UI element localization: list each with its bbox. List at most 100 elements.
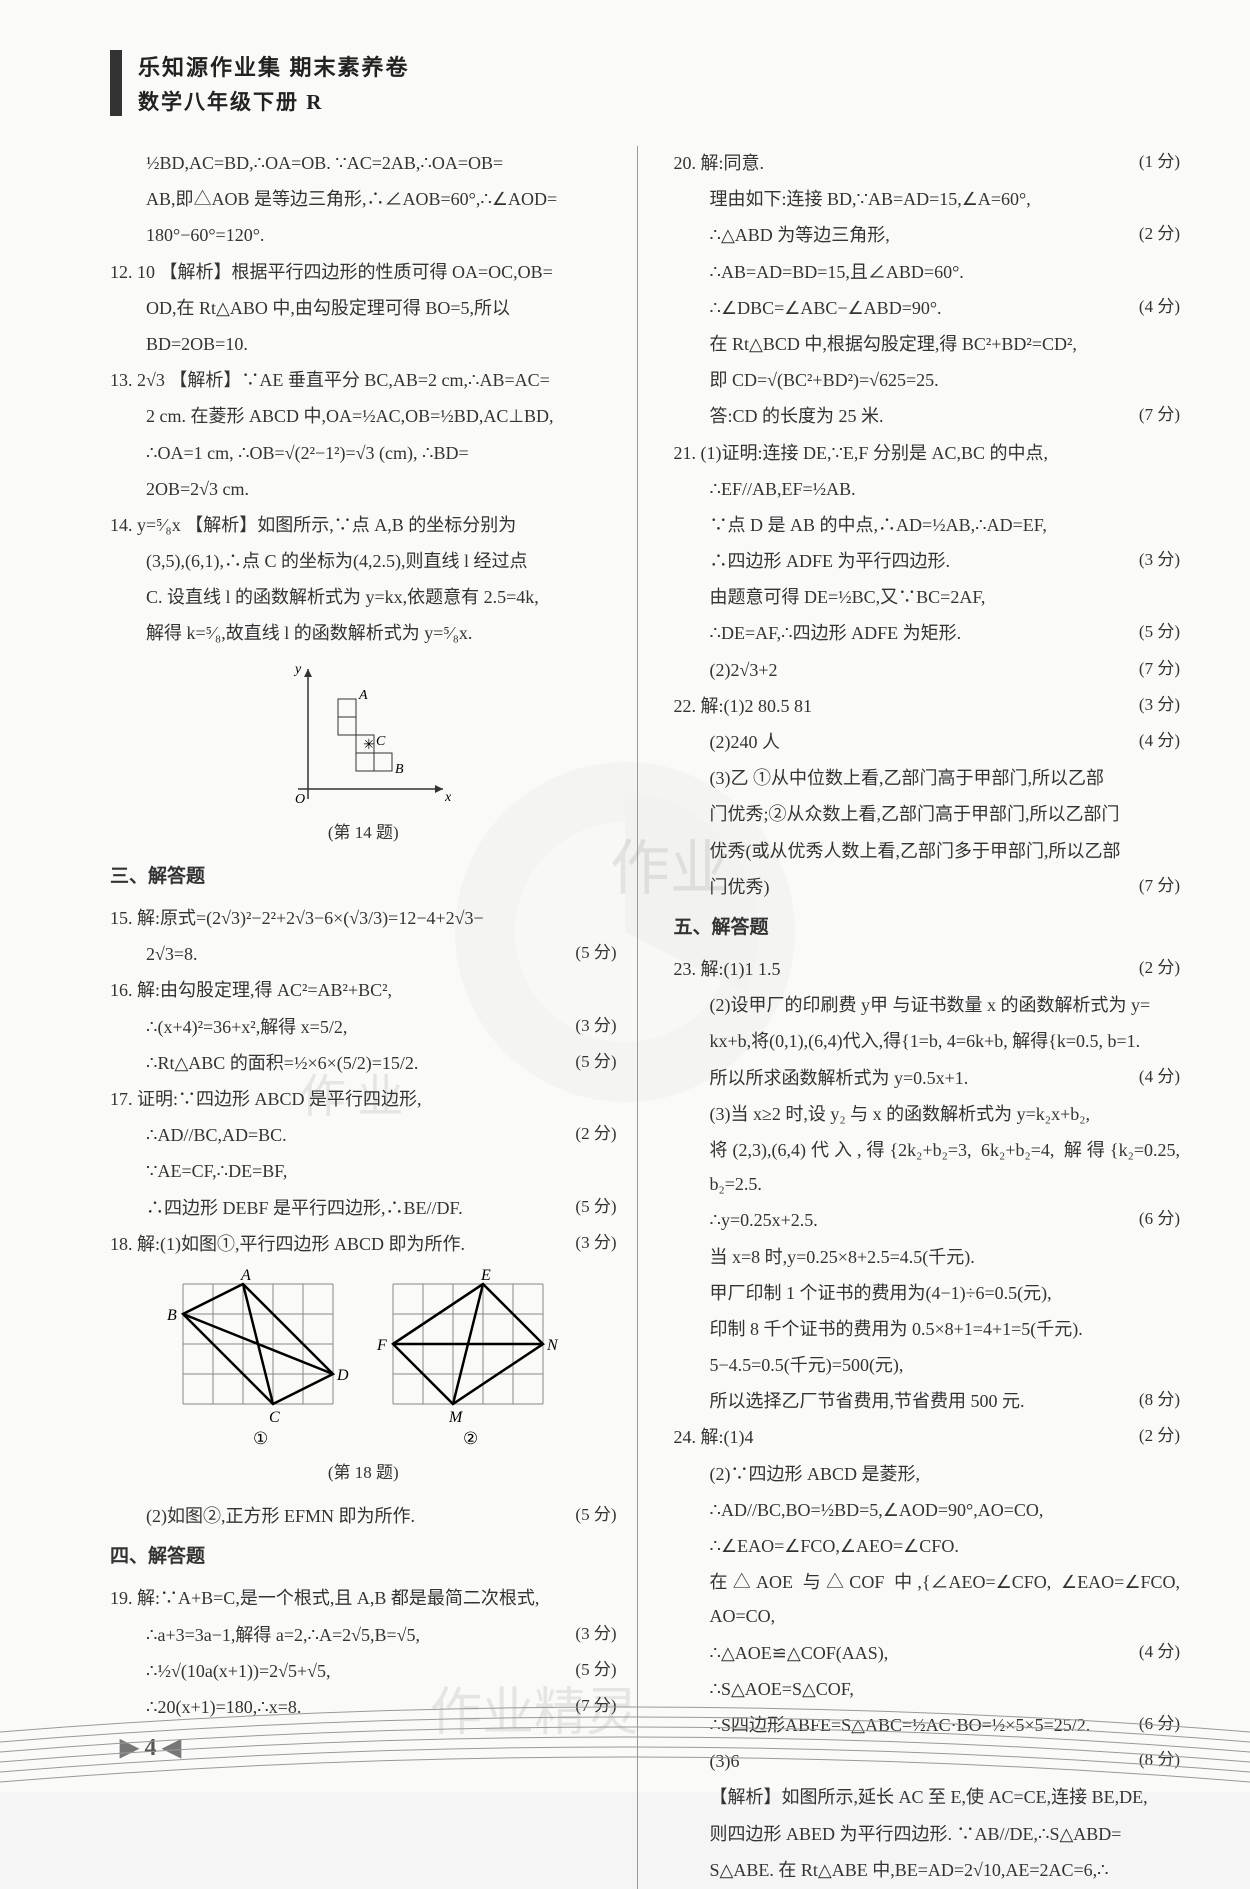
text-line: ∴OA=1 cm, ∴OB=√(2²−1²)=√3 (cm), ∴BD= — [110, 436, 617, 470]
q20-line: 20. 解:同意.(1 分) — [674, 146, 1181, 180]
header-subtitle: 数学八年级下册 R — [138, 86, 1180, 116]
text-line: (2)如图②,正方形 EFMN 即为所作.(5 分) — [110, 1499, 617, 1533]
score: (4 分) — [1139, 725, 1180, 757]
q19-line: 19. 解:∵A+B=C,是一个根式,且 A,B 都是最简二次根式, — [110, 1581, 617, 1615]
text-line: ∴△ABD 为等边三角形,(2 分) — [674, 218, 1181, 252]
score: (2 分) — [1139, 952, 1180, 984]
text-line: 180°−60°=120°. — [110, 218, 617, 252]
text-line: ½BD,AC=BD,∴OA=OB. ∵AC=2AB,∴OA=OB= — [110, 146, 617, 180]
text-line: 优秀(或从优秀人数上看,乙部门多于甲部门,所以乙部 — [674, 834, 1181, 868]
text-line: 在 Rt△BCD 中,根据勾股定理,得 BC²+BD²=CD², — [674, 327, 1181, 361]
q19d-text: ∴20(x+1)=180,∴x=8. — [146, 1697, 301, 1717]
q17b-text: ∴AD//BC,AD=BC. — [146, 1125, 287, 1145]
text-line: ∴∠DBC=∠ABC−∠ABD=90°.(4 分) — [674, 291, 1181, 325]
score: (4 分) — [1139, 1636, 1180, 1668]
text-line: 所以所求函数解析式为 y=0.5x+1. (4 分) — [674, 1061, 1181, 1095]
score: (3 分) — [1139, 689, 1180, 721]
fig18-caption: (第 18 题) — [110, 1457, 617, 1489]
score: (4 分) — [1139, 1061, 1180, 1093]
text-line: 门优秀;②从众数上看,乙部门高于甲部门,所以乙部门 — [674, 797, 1181, 831]
fig14-caption: (第 14 题) — [110, 817, 617, 849]
score: (7 分) — [1139, 653, 1180, 685]
score: (4 分) — [1139, 291, 1180, 323]
text-line: 则四边形 ABED 为平行四边形. ∵AB//DE,∴S△ABD= — [674, 1817, 1181, 1851]
svg-text:A: A — [240, 1269, 251, 1284]
text-line: BD=2OB=10. — [110, 327, 617, 361]
text-line: ∴△AOE≌△COF(AAS),(4 分) — [674, 1636, 1181, 1670]
q14-line: 14. y=⁵⁄₈x 【解析】如图所示,∵点 A,B 的坐标分别为 — [110, 508, 617, 542]
svg-text:N: N — [546, 1337, 559, 1354]
right-column: 20. 解:同意.(1 分) 理由如下:连接 BD,∵AB=AD=15,∠A=6… — [668, 146, 1181, 1889]
q23d-text: 所以所求函数解析式为 y=0.5x+1. — [710, 1068, 969, 1088]
svg-text:M: M — [448, 1409, 464, 1426]
q22-line: 22. 解:(1)2 80.5 81 (3 分) — [674, 689, 1181, 723]
text-line: ∴½√(10a(x+1))=2√5+√5, (5 分) — [110, 1654, 617, 1688]
text-line: (2)240 人 (4 分) — [674, 725, 1181, 759]
score: (6 分) — [1139, 1708, 1180, 1740]
text-line: (3)6(8 分) — [674, 1744, 1181, 1778]
svg-text:O: O — [295, 792, 305, 807]
text-line: 门优秀)(7 分) — [674, 870, 1181, 904]
q21-line: 21. (1)证明:连接 DE,∵E,F 分别是 AC,BC 的中点, — [674, 436, 1181, 470]
q18a-text: 18. 解:(1)如图①,平行四边形 ABCD 即为所作. — [110, 1234, 465, 1254]
score: (7 分) — [575, 1690, 616, 1722]
q24a-text: 24. 解:(1)4 — [674, 1427, 754, 1447]
text-line: ∴DE=AF,∴四边形 ADFE 为矩形.(5 分) — [674, 616, 1181, 650]
figure-14: x y O A C ✳ B — [110, 659, 617, 809]
score: (7 分) — [1139, 399, 1180, 431]
text-line: ∴Rt△ABC 的面积=½×6×(5/2)=15/2. (5 分) — [110, 1046, 617, 1080]
text-line: kx+b,将(0,1),(6,4)代入,得{1=b, 4=6k+b, 解得{k=… — [674, 1024, 1181, 1058]
q15-line: 15. 解:原式=(2√3)²−2²+2√3−6×(√3/3)=12−4+2√3… — [110, 901, 617, 935]
score: (5 分) — [575, 1046, 616, 1078]
text-line: (3,5),(6,1),∴点 C 的坐标为(4,2.5),则直线 l 经过点 — [110, 544, 617, 578]
text-line: S△ABE. 在 Rt△ABE 中,BE=AD=2√10,AE=2AC=6,∴ — [674, 1853, 1181, 1887]
text-line: ∵AE=CF,∴DE=BF, — [110, 1154, 617, 1188]
text-line: 5−4.5=0.5(千元)=500(元), — [674, 1348, 1181, 1382]
text-line: ∴20(x+1)=180,∴x=8. (7 分) — [110, 1690, 617, 1724]
q20a-text: 20. 解:同意. — [674, 153, 765, 173]
score: (7 分) — [1139, 870, 1180, 902]
text-line: 解得 k=⁵⁄₈,故直线 l 的函数解析式为 y=⁵⁄₈x. — [110, 616, 617, 650]
figure-18: A B C D E — [110, 1269, 617, 1449]
header-title: 乐知源作业集 期末素养卷 — [138, 50, 1180, 82]
q19c-text: ∴½√(10a(x+1))=2√5+√5, — [146, 1661, 331, 1681]
page-header: 乐知源作业集 期末素养卷 数学八年级下册 R — [110, 50, 1180, 116]
q17d-text: ∴四边形 DEBF 是平行四边形,∴BE//DF. — [146, 1198, 463, 1218]
svg-text:B: B — [395, 762, 404, 777]
q19b-text: ∴a+3=3a−1,解得 a=2,∴A=2√5,B=√5, — [146, 1625, 420, 1645]
text-line: OD,在 Rt△ABO 中,由勾股定理可得 BO=5,所以 — [110, 291, 617, 325]
q20c-text: ∴△ABD 为等边三角形, — [710, 225, 890, 245]
text-line: ∴EF//AB,EF=½AB. — [674, 472, 1181, 506]
text-line: 由题意可得 DE=½BC,又∵BC=2AF, — [674, 580, 1181, 614]
fig18-label-1: ① — [253, 1429, 268, 1448]
q23-line: 23. 解:(1)1 1.5(2 分) — [674, 952, 1181, 986]
text-line: (2)设甲厂的印刷费 y甲 与证书数量 x 的函数解析式为 y= — [674, 988, 1181, 1022]
q24-line: 24. 解:(1)4 (2 分) — [674, 1420, 1181, 1454]
section-4-title: 四、解答题 — [110, 1539, 617, 1575]
text-line: ∴AB=AD=BD=15,且∠ABD=60°. — [674, 255, 1181, 289]
text-line: ∴四边形 DEBF 是平行四边形,∴BE//DF.(5 分) — [110, 1191, 617, 1225]
q13-line: 13. 2√3 【解析】∵AE 垂直平分 BC,AB=2 cm,∴AB=AC= — [110, 363, 617, 397]
q16c-text: ∴Rt△ABC 的面积=½×6×(5/2)=15/2. — [146, 1053, 418, 1073]
q21f-text: ∴DE=AF,∴四边形 ADFE 为矩形. — [710, 623, 962, 643]
text-line: (2)∵四边形 ABCD 是菱形, — [674, 1457, 1181, 1491]
text-line: 理由如下:连接 BD,∵AB=AD=15,∠A=60°, — [674, 182, 1181, 216]
fig18-svg: A B C D E — [153, 1269, 573, 1449]
score: (3 分) — [575, 1227, 616, 1259]
score: (2 分) — [575, 1118, 616, 1150]
score: (5 分) — [575, 1654, 616, 1686]
page-number: 4 — [120, 1733, 181, 1762]
q18-line: 18. 解:(1)如图①,平行四边形 ABCD 即为所作. (3 分) — [110, 1227, 617, 1261]
text-line: ∴∠EAO=∠FCO,∠AEO=∠CFO. — [674, 1529, 1181, 1563]
svg-text:D: D — [336, 1367, 349, 1384]
score: (3 分) — [575, 1618, 616, 1650]
text-line: 2OB=2√3 cm. — [110, 472, 617, 506]
score: (2 分) — [1139, 1420, 1180, 1452]
page: 乐知源作业集 期末素养卷 数学八年级下册 R 作业 作 业 作业精灵 ½BD,A… — [0, 0, 1250, 1792]
text-line: ∴AD//BC,BO=½BD=5,∠AOD=90°,AO=CO, — [674, 1493, 1181, 1527]
text-line: 在△AOE 与△COF 中,{∠AEO=∠CFO, ∠EAO=∠FCO, AO=… — [674, 1565, 1181, 1633]
q22a-text: 22. 解:(1)2 80.5 81 — [674, 696, 813, 716]
fig18-label-2: ② — [463, 1429, 478, 1448]
q22b-text: (2)240 人 — [710, 732, 781, 752]
content-columns: ½BD,AC=BD,∴OA=OB. ∵AC=2AB,∴OA=OB= AB,即△A… — [110, 146, 1180, 1889]
